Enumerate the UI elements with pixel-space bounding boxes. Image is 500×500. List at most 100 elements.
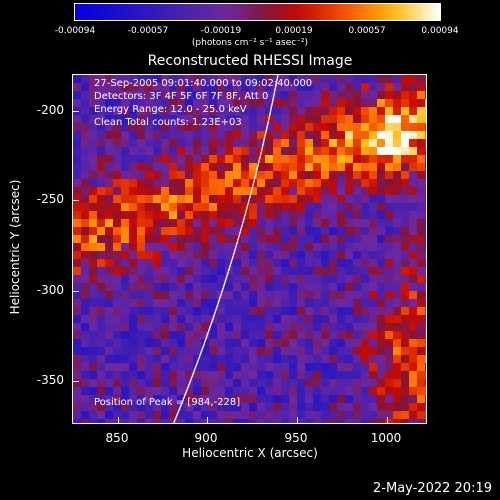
image-pixel <box>353 235 361 243</box>
image-pixel <box>409 403 417 411</box>
image-pixel <box>377 235 385 243</box>
image-pixel <box>345 187 353 195</box>
image-pixel <box>313 323 321 331</box>
image-pixel <box>313 267 321 275</box>
image-pixel <box>225 139 233 147</box>
image-pixel <box>369 339 377 347</box>
image-pixel <box>81 259 89 267</box>
image-pixel <box>377 259 385 267</box>
image-pixel <box>201 299 209 307</box>
image-pixel <box>401 323 409 331</box>
image-pixel <box>129 99 137 107</box>
image-pixel <box>193 147 201 155</box>
image-pixel <box>145 403 153 411</box>
image-pixel <box>289 171 297 179</box>
image-pixel <box>401 91 409 99</box>
image-pixel <box>425 283 426 291</box>
image-pixel <box>137 203 145 211</box>
image-pixel <box>369 91 377 99</box>
image-pixel <box>345 291 353 299</box>
image-pixel <box>305 75 313 83</box>
image-pixel <box>345 219 353 227</box>
image-pixel <box>393 355 401 363</box>
image-pixel <box>345 331 353 339</box>
image-pixel <box>73 203 81 211</box>
image-pixel <box>409 339 417 347</box>
image-pixel <box>169 235 177 243</box>
image-pixel <box>337 171 345 179</box>
image-pixel <box>369 275 377 283</box>
image-pixel <box>209 227 217 235</box>
image-pixel <box>273 123 281 131</box>
image-pixel <box>153 379 161 387</box>
image-pixel <box>217 411 225 419</box>
image-pixel <box>321 163 329 171</box>
image-pixel <box>329 83 337 91</box>
image-pixel <box>113 347 121 355</box>
image-pixel <box>185 251 193 259</box>
image-pixel <box>281 99 289 107</box>
image-pixel <box>281 403 289 411</box>
image-pixel <box>265 147 273 155</box>
image-pixel <box>249 355 257 363</box>
image-pixel <box>345 163 353 171</box>
image-pixel <box>369 83 377 91</box>
image-pixel <box>225 347 233 355</box>
image-pixel <box>105 315 113 323</box>
image-pixel <box>129 275 137 283</box>
image-pixel <box>265 387 273 395</box>
image-pixel <box>305 187 313 195</box>
image-pixel <box>369 267 377 275</box>
image-pixel <box>209 411 217 419</box>
image-pixel <box>169 163 177 171</box>
image-pixel <box>185 131 193 139</box>
image-pixel <box>265 347 273 355</box>
image-pixel <box>273 275 281 283</box>
image-pixel <box>313 371 321 379</box>
image-pixel <box>417 203 425 211</box>
image-pixel <box>129 75 137 83</box>
image-pixel <box>161 291 169 299</box>
image-pixel <box>97 107 105 115</box>
image-pixel <box>225 203 233 211</box>
image-pixel <box>225 107 233 115</box>
image-pixel <box>249 275 257 283</box>
image-pixel <box>417 75 425 83</box>
image-pixel <box>401 347 409 355</box>
image-pixel <box>313 147 321 155</box>
image-pixel <box>329 251 337 259</box>
image-pixel <box>345 211 353 219</box>
image-pixel <box>321 291 329 299</box>
image-pixel <box>409 323 417 331</box>
image-pixel <box>313 299 321 307</box>
image-pixel <box>113 227 121 235</box>
image-pixel <box>337 299 345 307</box>
image-pixel <box>385 211 393 219</box>
image-pixel <box>105 251 113 259</box>
image-pixel <box>177 379 185 387</box>
image-pixel <box>249 211 257 219</box>
image-pixel <box>361 99 369 107</box>
image-pixel <box>137 147 145 155</box>
image-pixel <box>257 291 265 299</box>
image-pixel <box>193 355 201 363</box>
image-pixel <box>377 99 385 107</box>
image-pixel <box>81 363 89 371</box>
x-tick-label: 950 <box>284 431 308 445</box>
image-pixel <box>273 363 281 371</box>
image-pixel <box>385 235 393 243</box>
image-pixel <box>353 75 361 83</box>
image-pixel <box>305 387 313 395</box>
image-pixel <box>185 99 193 107</box>
image-pixel <box>249 123 257 131</box>
image-pixel <box>313 227 321 235</box>
image-pixel <box>209 219 217 227</box>
image-pixel <box>425 179 426 187</box>
image-pixel <box>89 187 97 195</box>
image-pixel <box>161 363 169 371</box>
image-pixel <box>225 331 233 339</box>
image-pixel <box>217 163 225 171</box>
image-pixel <box>177 339 185 347</box>
image-pixel <box>329 195 337 203</box>
image-pixel <box>425 371 426 379</box>
